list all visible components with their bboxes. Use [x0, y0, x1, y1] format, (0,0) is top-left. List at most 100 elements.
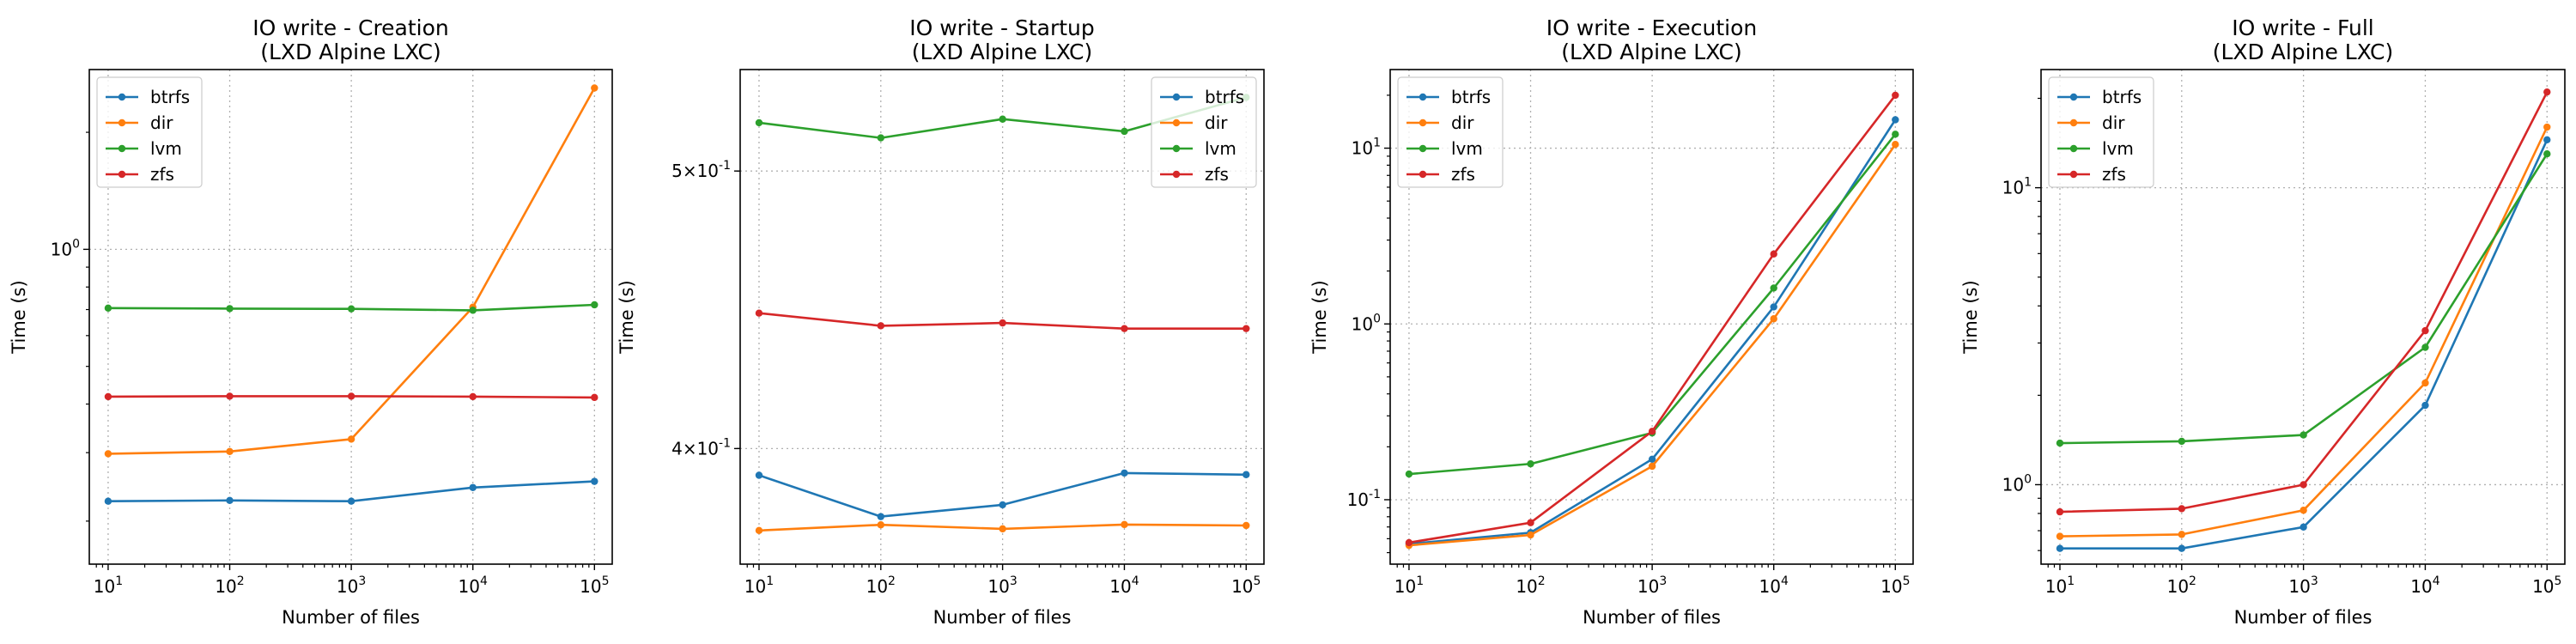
axes-frame — [88, 69, 613, 565]
data-point-lvm — [755, 118, 763, 127]
x-tick-label: 101 — [2045, 574, 2075, 597]
x-tick-label: 103 — [1637, 574, 1667, 597]
chart-title: IO write - Creation — [252, 15, 449, 40]
x-tick-label: 103 — [337, 574, 366, 597]
data-point-btrfs — [2178, 544, 2185, 552]
data-point-btrfs — [755, 471, 763, 479]
y-tick-label: 100 — [2002, 472, 2032, 495]
legend-label-lvm: lvm — [2102, 138, 2134, 159]
chart-subtitle: (LXD Alpine LXC) — [1561, 39, 1742, 64]
legend-marker-btrfs — [118, 93, 126, 101]
x-tick-label: 105 — [1231, 574, 1261, 597]
legend-label-lvm: lvm — [1451, 138, 1483, 159]
y-axis-label: Time (s) — [1309, 280, 1330, 354]
data-point-btrfs — [2300, 523, 2307, 531]
data-point-btrfs — [104, 497, 112, 505]
x-tick-label: 101 — [1394, 574, 1424, 597]
legend-marker-btrfs — [1419, 93, 1427, 101]
data-point-zfs — [755, 309, 763, 317]
data-point-lvm — [226, 305, 234, 313]
x-tick-label: 104 — [459, 574, 488, 597]
legend-marker-btrfs — [2069, 93, 2078, 101]
data-point-btrfs — [1648, 455, 1656, 463]
legend: btrfs dir lvm zfs — [2048, 76, 2154, 188]
chart-panel-1: IO write - Creation(LXD Alpine LXC) 101 10… — [9, 15, 613, 628]
x-tick-label: 102 — [866, 574, 896, 597]
x-tick-label: 105 — [580, 574, 609, 597]
data-point-dir — [2300, 507, 2307, 514]
data-point-zfs — [2421, 326, 2429, 335]
legend-label-zfs: zfs — [2102, 164, 2126, 185]
y-axis-label: Time (s) — [9, 280, 29, 354]
legend-label-zfs: zfs — [1451, 164, 1475, 185]
legend-label-zfs: zfs — [150, 164, 174, 185]
x-tick-label: 102 — [1516, 574, 1545, 597]
data-point-lvm — [1527, 459, 1534, 468]
data-point-btrfs — [469, 483, 477, 491]
data-point-lvm — [1770, 284, 1777, 292]
data-point-zfs — [2178, 505, 2185, 513]
data-point-btrfs — [999, 501, 1006, 509]
data-point-dir — [1527, 531, 1534, 539]
legend-marker-dir — [2069, 118, 2078, 127]
data-point-zfs — [877, 322, 884, 330]
series-line-btrfs — [758, 471, 1247, 518]
data-point-lvm — [999, 115, 1006, 123]
data-point-lvm — [2178, 437, 2185, 446]
legend-label-btrfs: btrfs — [1451, 87, 1491, 107]
legend-box — [1397, 76, 1504, 188]
chart-panel-2: IO write - Startup(LXD Alpine LXC) 101 102… — [617, 15, 1265, 628]
data-point-dir — [2056, 532, 2064, 540]
y-tick-label: 4×10-1 — [671, 436, 731, 459]
data-point-zfs — [2543, 88, 2551, 96]
axes-frame — [2040, 69, 2566, 565]
legend: btrfs dir lvm zfs — [1397, 76, 1504, 188]
chart-panel-3: IO write - Execution(LXD Alpine LXC) 101 1… — [1309, 15, 1914, 628]
legend-label-zfs: zfs — [1205, 164, 1229, 185]
legend-marker-dir — [1419, 118, 1427, 127]
data-point-zfs — [1527, 519, 1534, 526]
y-axis-label: Time (s) — [617, 280, 637, 354]
data-point-btrfs — [1121, 469, 1128, 477]
legend-marker-zfs — [2069, 170, 2078, 179]
data-point-zfs — [2300, 481, 2307, 489]
data-point-dir — [755, 526, 763, 534]
legend-label-dir: dir — [1205, 112, 1228, 133]
data-point-dir — [1242, 521, 1250, 530]
legend-box — [96, 76, 203, 188]
data-point-lvm — [104, 304, 112, 313]
x-axis-label: Number of files — [282, 607, 420, 628]
data-point-lvm — [2300, 431, 2307, 439]
legend: btrfs dir lvm zfs — [1151, 76, 1257, 188]
legend-marker-btrfs — [1172, 93, 1181, 101]
chart-subtitle: (LXD Alpine LXC) — [260, 39, 441, 64]
legend-marker-lvm — [118, 144, 126, 153]
x-tick-label: 101 — [744, 574, 774, 597]
x-tick-label: 103 — [2288, 574, 2318, 597]
legend-label-btrfs: btrfs — [2102, 87, 2142, 107]
legend-label-btrfs: btrfs — [1205, 87, 1244, 107]
data-point-dir — [1648, 462, 1656, 471]
data-point-zfs — [2056, 507, 2064, 516]
legend-marker-lvm — [1419, 144, 1427, 153]
y-tick-label: 100 — [51, 237, 80, 259]
legend-label-lvm: lvm — [1205, 138, 1236, 159]
data-point-lvm — [591, 301, 598, 309]
y-tick-label: 10-1 — [1347, 488, 1381, 510]
data-point-dir — [1121, 520, 1128, 529]
legend-box — [1151, 76, 1257, 188]
legend-label-dir: dir — [1451, 112, 1474, 133]
x-axis-label: Number of files — [1583, 607, 1721, 628]
data-point-btrfs — [877, 513, 884, 520]
legend-marker-dir — [1172, 118, 1181, 127]
data-point-btrfs — [1242, 471, 1250, 478]
data-point-lvm — [2056, 439, 2064, 447]
data-point-lvm — [2543, 150, 2551, 158]
y-tick-label: 100 — [1352, 312, 1381, 334]
data-point-dir — [1770, 315, 1777, 323]
chart-subtitle: (LXD Alpine LXC) — [912, 39, 1093, 64]
x-tick-label: 105 — [1880, 574, 1910, 597]
chart-panel-4: IO write - Full(LXD Alpine LXC) 101 102 103… — [1960, 15, 2566, 628]
data-point-zfs — [999, 319, 1006, 327]
y-tick-label: 5×10-1 — [671, 159, 731, 181]
